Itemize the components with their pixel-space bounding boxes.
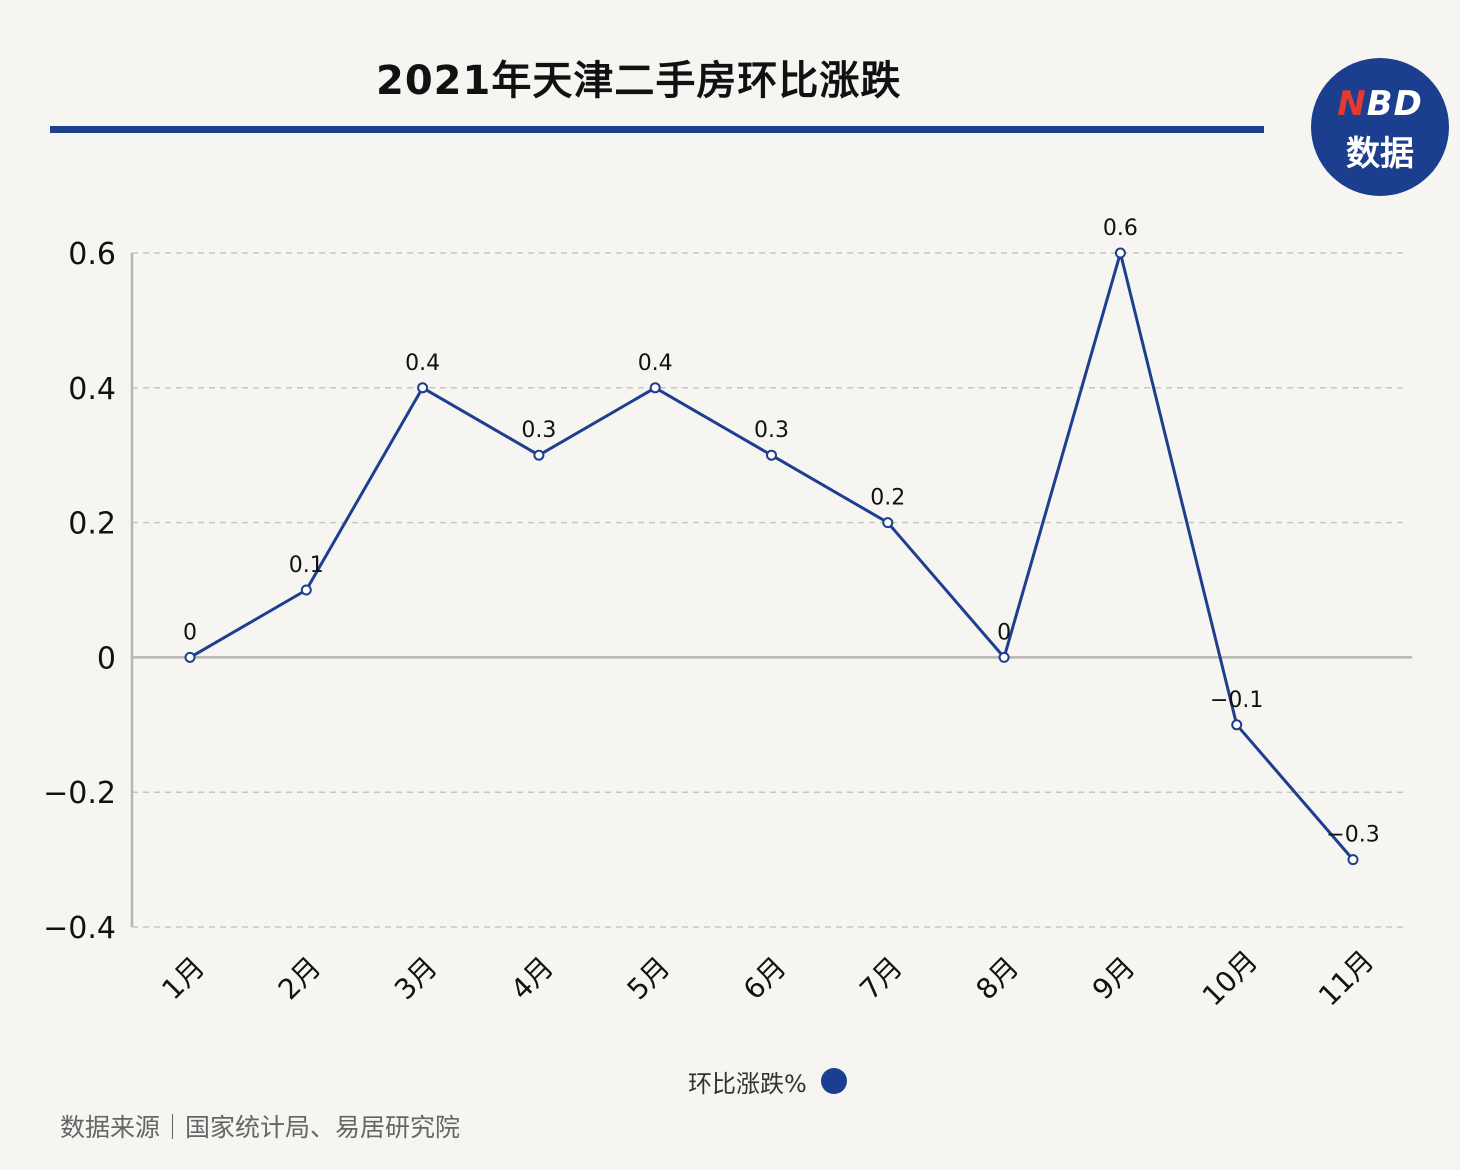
y-tick-label: 0 (97, 641, 116, 676)
data-point (184, 651, 196, 663)
data-label: 0.1 (289, 553, 324, 578)
title-rule (50, 126, 1264, 133)
x-tick-labels: 1月 2月 3月 4月 5月 6月 7月 8月 9月 10月 11月 (155, 944, 1380, 1012)
axes (130, 253, 1412, 927)
data-point (649, 382, 661, 394)
data-points (184, 247, 1359, 866)
legend-swatch (820, 1068, 847, 1094)
y-tick-label: −0.2 (43, 776, 116, 811)
data-label: −0.3 (1326, 823, 1379, 848)
data-labels: 0 0.1 0.4 0.3 0.4 0.3 0.2 0 0.6 −0.1 −0.3 (183, 216, 1380, 848)
data-point (300, 584, 312, 596)
x-tick-label: 11月 (1312, 944, 1380, 1012)
data-point (766, 449, 777, 461)
grid-lines (132, 252, 1404, 928)
y-tick-label: 0.2 (68, 507, 116, 542)
x-tick-label: 8月 (970, 950, 1026, 1006)
data-point (998, 651, 1010, 663)
source-note: 数据来源｜国家统计局、易居研究院 (60, 1113, 461, 1142)
x-tick-label: 1月 (155, 950, 211, 1006)
chart-title: 2021年天津二手房环比涨跌 (376, 58, 902, 104)
brand-logo-text: 数据 (1346, 134, 1414, 174)
x-tick-label: 4月 (504, 950, 560, 1006)
data-label: 0.3 (521, 418, 556, 443)
y-tick-labels: 0.6 0.4 0.2 0 −0.2 −0.4 (43, 237, 116, 946)
y-tick-label: 0.4 (68, 372, 116, 407)
data-label: 0.4 (638, 351, 673, 376)
data-point (882, 517, 894, 529)
series-line-path (189, 251, 1355, 861)
brand-logo: NBD 数据 (1311, 58, 1449, 196)
x-tick-label: 3月 (388, 950, 444, 1006)
data-point (417, 382, 429, 394)
x-tick-label: 6月 (737, 950, 793, 1006)
legend[interactable]: 环比涨跌% (688, 1064, 847, 1098)
brand-logo-bd: BD (1366, 84, 1423, 124)
data-point (1231, 719, 1243, 731)
data-label: 0 (997, 620, 1011, 645)
x-tick-label: 5月 (621, 950, 677, 1006)
x-tick-label: 9月 (1086, 950, 1142, 1006)
data-label: 0.2 (870, 486, 905, 511)
data-label: −0.1 (1210, 688, 1263, 713)
x-tick-label: 7月 (853, 950, 909, 1006)
legend-label: 环比涨跌% (688, 1069, 807, 1098)
brand-logo-n: N (1337, 84, 1367, 124)
data-label: 0 (183, 620, 197, 645)
y-tick-label: −0.4 (43, 911, 116, 946)
x-tick-label: 2月 (272, 950, 328, 1006)
data-point (1114, 247, 1126, 259)
data-label: 0.4 (405, 351, 440, 376)
series-line (189, 251, 1355, 861)
y-tick-label: 0.6 (68, 237, 116, 272)
data-point (533, 449, 545, 461)
data-point (1347, 854, 1359, 866)
data-label: 0.6 (1103, 216, 1138, 241)
x-tick-label: 10月 (1196, 944, 1264, 1012)
data-label: 0.3 (754, 418, 789, 443)
